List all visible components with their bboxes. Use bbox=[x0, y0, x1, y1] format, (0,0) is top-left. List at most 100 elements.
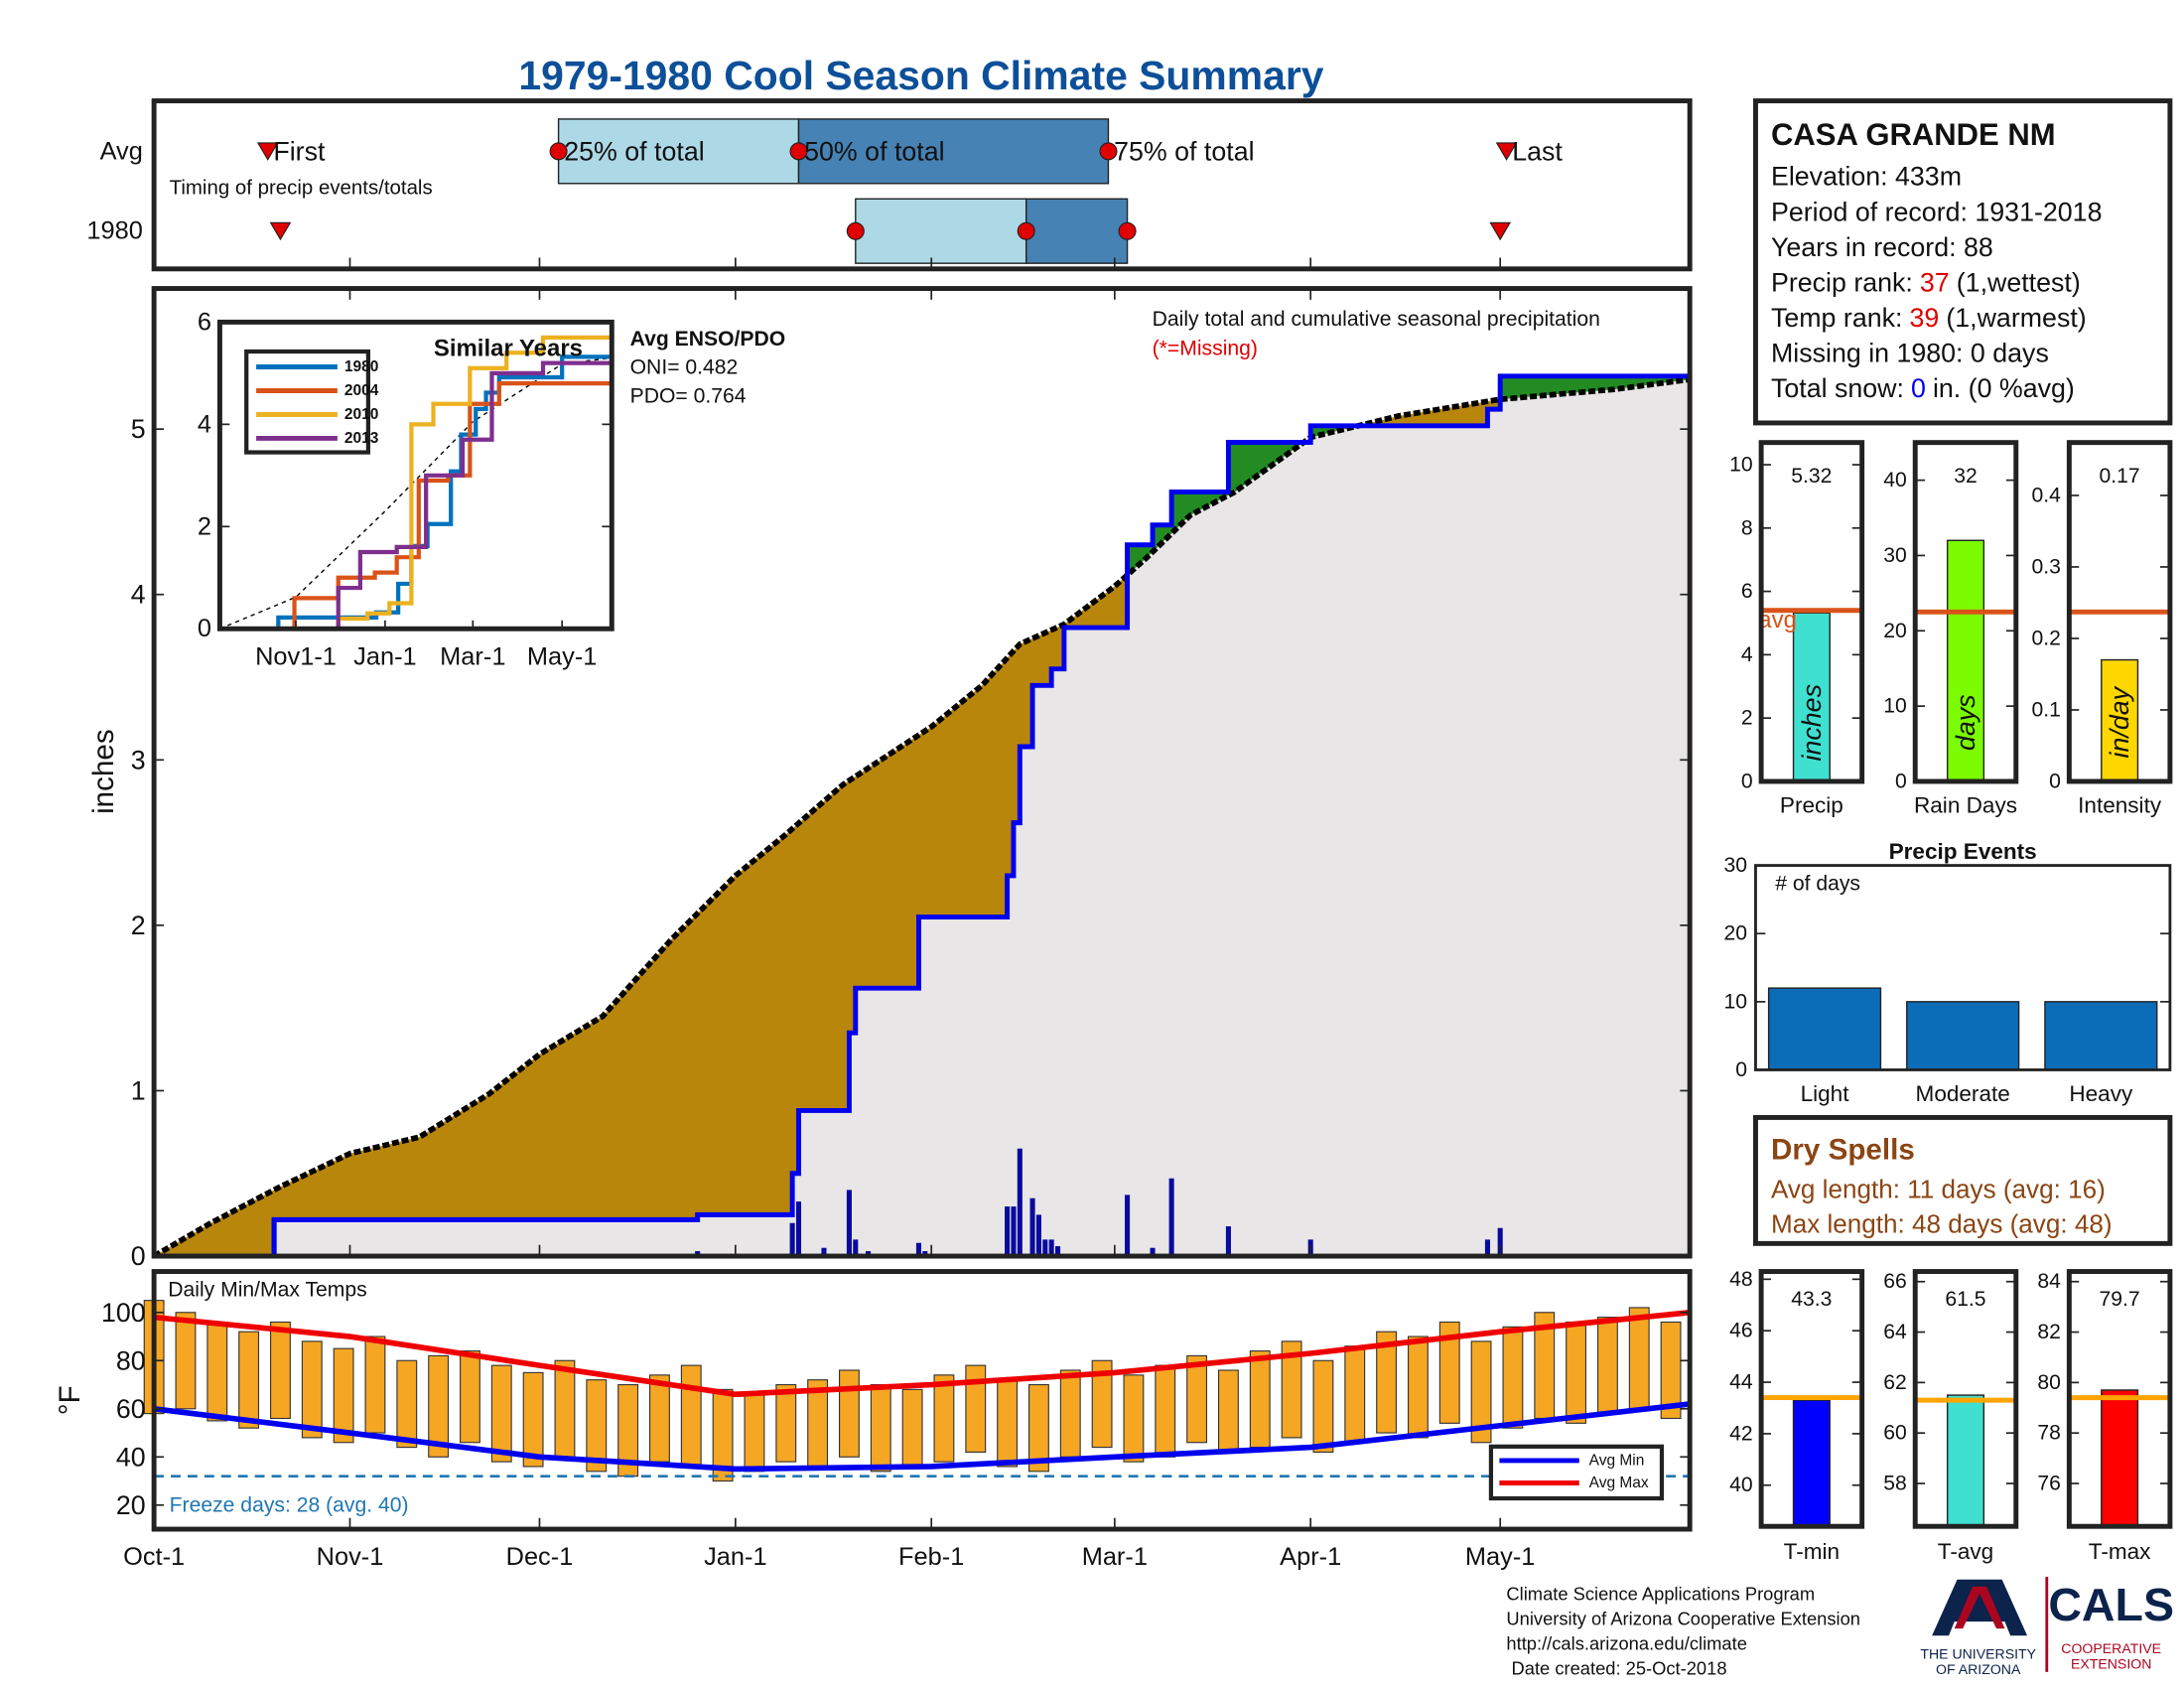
y-tick-label: 40 bbox=[1729, 1474, 1753, 1496]
bar bbox=[2101, 658, 2139, 782]
quartile-marker bbox=[1099, 142, 1118, 161]
y-tick-label: 84 bbox=[2037, 1270, 2061, 1293]
daily-precip-bar bbox=[1011, 1206, 1017, 1257]
daily-precip-bar bbox=[1005, 1206, 1011, 1257]
y-tick-label: 1 bbox=[131, 1075, 146, 1105]
footer-line: Climate Science Applications Program bbox=[1506, 1583, 1815, 1604]
legend-label: 2010 bbox=[344, 406, 378, 423]
x-tick-label: Apr-1 bbox=[1280, 1543, 1341, 1571]
row-label: 1980 bbox=[86, 217, 142, 245]
y-tick-label: 10 bbox=[1883, 695, 1907, 718]
temp-range-bar bbox=[396, 1359, 418, 1449]
marker-label: First bbox=[273, 136, 326, 166]
y-tick-label: 62 bbox=[1883, 1371, 1907, 1394]
daily-precip-bar bbox=[795, 1201, 802, 1257]
temp-range-bar bbox=[1155, 1364, 1176, 1458]
daily-precip-bar bbox=[1125, 1195, 1131, 1257]
temp-range-bar bbox=[1059, 1369, 1081, 1458]
y-tick-label: 44 bbox=[1729, 1371, 1753, 1394]
dry-spells-title: Dry Spells bbox=[1771, 1133, 1915, 1166]
temp-range-bar bbox=[586, 1379, 608, 1473]
extension-name: EXTENSION bbox=[2071, 1655, 2151, 1671]
y-tick-label: 0.3 bbox=[2032, 555, 2061, 578]
event-marker bbox=[1489, 221, 1512, 241]
panel-frame bbox=[1754, 864, 2172, 1071]
event-marker bbox=[1495, 142, 1518, 161]
panel-frame bbox=[1752, 1114, 2173, 1246]
inset-title: Similar Years bbox=[434, 336, 583, 362]
temp-range-bar bbox=[839, 1369, 860, 1458]
temp-range-bar bbox=[744, 1393, 765, 1473]
temp-range-bar bbox=[206, 1324, 228, 1422]
y-tick-label: 30 bbox=[1883, 544, 1907, 567]
cals-logo: CALS bbox=[2048, 1579, 2174, 1630]
bar bbox=[1906, 1001, 2020, 1071]
temp-range-bar bbox=[901, 1388, 923, 1468]
panel-frame bbox=[1912, 440, 2019, 784]
extension-name: COOPERATIVE bbox=[2061, 1640, 2161, 1656]
station-line: Total snow: 0 in. (0 %avg) bbox=[1771, 373, 2075, 403]
category-label: Moderate bbox=[1916, 1081, 2010, 1106]
y-tick-label: 100 bbox=[101, 1298, 146, 1328]
marker-label: 50% of total bbox=[804, 136, 944, 166]
station-line-value: 0 bbox=[1911, 373, 1926, 403]
legend-label: Avg Min bbox=[1589, 1452, 1645, 1469]
marker-label: Last bbox=[1512, 136, 1563, 166]
y-tick-label: 6 bbox=[198, 308, 211, 336]
value-label: 79.7 bbox=[2100, 1288, 2140, 1311]
temp-range-bar bbox=[680, 1364, 702, 1468]
station-line: Precip rank: 37 (1,wettest) bbox=[1771, 267, 2081, 297]
dry-spells-line: Max length: 48 days (avg: 48) bbox=[1771, 1209, 2113, 1239]
y-tick-label: 2 bbox=[131, 911, 146, 940]
footer-line: http://cals.arizona.edu/climate bbox=[1506, 1632, 1746, 1653]
panel-frame bbox=[1752, 98, 2173, 426]
x-tick-label: Nov1-1 bbox=[255, 642, 337, 670]
temp-range-bar bbox=[1628, 1307, 1650, 1410]
y-tick-label: 30 bbox=[1723, 854, 1747, 877]
quartile-box bbox=[557, 118, 800, 185]
value-label: 61.5 bbox=[1945, 1288, 1985, 1311]
y-tick-label: 60 bbox=[1883, 1422, 1907, 1445]
panel-frame bbox=[2066, 440, 2173, 784]
marker-label: 25% of total bbox=[564, 136, 704, 166]
bar bbox=[1792, 1399, 1831, 1527]
y-tick-label: 0.1 bbox=[2032, 698, 2061, 721]
x-tick-label: Oct-1 bbox=[123, 1543, 185, 1571]
x-tick-label: May-1 bbox=[527, 642, 598, 670]
daily-precip-bar bbox=[695, 1251, 701, 1257]
y-tick-label: 4 bbox=[198, 410, 211, 438]
chart-title: Daily total and cumulative seasonal prec… bbox=[1153, 308, 1600, 331]
temp-range-bar bbox=[1566, 1321, 1587, 1424]
y-tick-label: 6 bbox=[1741, 580, 1753, 603]
y-tick-label: 10 bbox=[1723, 990, 1747, 1013]
panel-frame bbox=[2066, 1269, 2173, 1529]
temp-range-bar bbox=[1470, 1340, 1492, 1444]
y-tick-label: 20 bbox=[1723, 922, 1747, 945]
y-tick-label: 3 bbox=[131, 745, 146, 774]
y-tick-label: 10 bbox=[1729, 454, 1753, 477]
y-tick-label: 2 bbox=[198, 512, 211, 540]
value-label: 0.17 bbox=[2100, 465, 2140, 488]
event-marker bbox=[256, 142, 279, 161]
x-tick-label: Feb-1 bbox=[898, 1543, 964, 1571]
y-tick-label: 64 bbox=[1883, 1321, 1907, 1343]
temp-range-bar bbox=[1091, 1359, 1113, 1449]
temp-range-bar bbox=[1217, 1369, 1239, 1453]
arizona-logo bbox=[1932, 1576, 2049, 1672]
y-tick-label: 60 bbox=[116, 1394, 146, 1424]
enso-annotation: ONI= 0.482 bbox=[630, 356, 739, 379]
missing-note: (*=Missing) bbox=[1153, 338, 1258, 360]
y-tick-label: 0.4 bbox=[2032, 484, 2062, 506]
y-axis-label: °F bbox=[54, 1385, 86, 1415]
temp-range-bar bbox=[1123, 1374, 1145, 1463]
temp-range-bar bbox=[997, 1379, 1019, 1468]
category-label: T-min bbox=[1784, 1539, 1840, 1564]
station-line-label: Temp rank: bbox=[1771, 303, 1902, 333]
station-line-note: (1,warmest) bbox=[1946, 303, 2086, 333]
station-line-label: Precip rank: bbox=[1771, 267, 1913, 297]
temp-range-bar bbox=[490, 1364, 512, 1463]
x-tick-label: May-1 bbox=[1465, 1543, 1536, 1571]
value-label: 5.32 bbox=[1791, 465, 1832, 488]
